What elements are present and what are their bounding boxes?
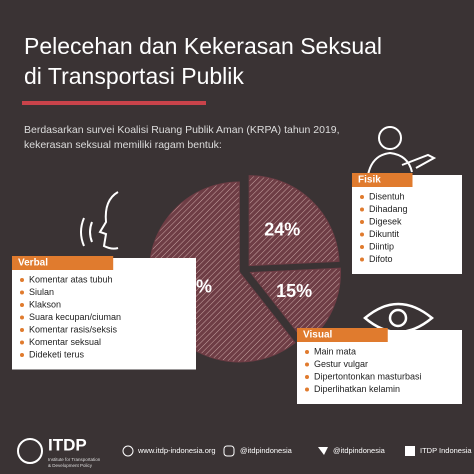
linkedin-icon <box>405 446 415 456</box>
title-line: di Transportasi Publik <box>24 63 244 89</box>
bullet <box>360 220 364 224</box>
panel-item: Siulan <box>29 287 54 297</box>
panel-item: Komentar atas tubuh <box>29 274 113 284</box>
panel-item: Diintip <box>369 241 394 251</box>
bullet <box>20 278 24 282</box>
bullet <box>360 245 364 249</box>
panel-box <box>12 258 196 370</box>
bullet <box>20 303 24 307</box>
panel-item: Main mata <box>314 346 356 356</box>
panel-item: Dipertontonkan masturbasi <box>314 371 422 381</box>
bullet <box>360 257 364 262</box>
bullet <box>20 290 24 295</box>
bullet <box>305 375 309 379</box>
subtitle-line: kekerasan seksual memiliki ragam bentuk: <box>24 139 222 151</box>
panel-item: Disentuh <box>369 191 405 201</box>
panel-item: Gestur vulgar <box>314 359 368 369</box>
panel-item: Dikuntit <box>369 229 400 239</box>
panel-header <box>352 173 413 187</box>
bullet <box>20 315 24 320</box>
bullet <box>305 362 309 367</box>
panel-title: Verbal <box>18 258 48 269</box>
org-line: & Development Policy <box>48 463 93 468</box>
panel-item: Difoto <box>369 254 393 264</box>
panel-item: Suara kecupan/ciuman <box>29 312 121 322</box>
panel-box <box>352 175 462 274</box>
bullet <box>20 353 24 357</box>
slice-label: 15% <box>276 281 312 301</box>
bullet <box>305 350 309 354</box>
panel-header <box>297 328 388 342</box>
icon-speaking <box>80 191 119 250</box>
org-line: Institute for Transportation <box>48 457 101 462</box>
twitter-icon <box>318 447 328 455</box>
web-icon <box>122 445 134 457</box>
panel-box <box>297 330 462 404</box>
logo-mark <box>17 438 43 464</box>
panel-item: Diperlihatkan kelamin <box>314 384 400 394</box>
logo-text: ITDP <box>48 435 87 454</box>
title-line: Pelecehan dan Kekerasan Seksual <box>24 33 382 59</box>
bullet <box>360 195 364 199</box>
icon-touch <box>367 126 437 176</box>
bullet <box>20 328 24 332</box>
linkedin: ITDP Indonesia <box>420 446 472 455</box>
panel-item: Komentar rasis/seksis <box>29 324 118 334</box>
instagram: @itdpindonesia <box>240 446 293 455</box>
panel-item: Digesek <box>369 216 402 226</box>
panel-item: Komentar seksual <box>29 337 101 347</box>
panel-item: Dihadang <box>369 204 408 214</box>
panel-item: Dideketi terus <box>29 349 85 359</box>
website: www.itdp-indonesia.org <box>137 446 216 455</box>
bullet <box>20 340 24 345</box>
panel-title: Visual <box>303 330 332 341</box>
panel-header <box>12 256 114 270</box>
twitter: @itdpindonesia <box>333 446 386 455</box>
pie-slice <box>248 175 340 267</box>
instagram-icon <box>223 445 235 457</box>
title-underline <box>22 101 206 105</box>
bullet <box>360 232 364 237</box>
panel-item: Klakson <box>29 299 61 309</box>
panel-title: Fisik <box>358 175 381 186</box>
bullet <box>305 387 309 392</box>
slice-label: 24% <box>264 220 300 240</box>
panels: Fisik Disentuh Dihadang Digesek Dikuntit Diin… <box>12 173 462 404</box>
subtitle-line: Berdasarkan survei Koalisi Ruang Publik … <box>24 124 340 136</box>
bullet <box>360 207 364 212</box>
